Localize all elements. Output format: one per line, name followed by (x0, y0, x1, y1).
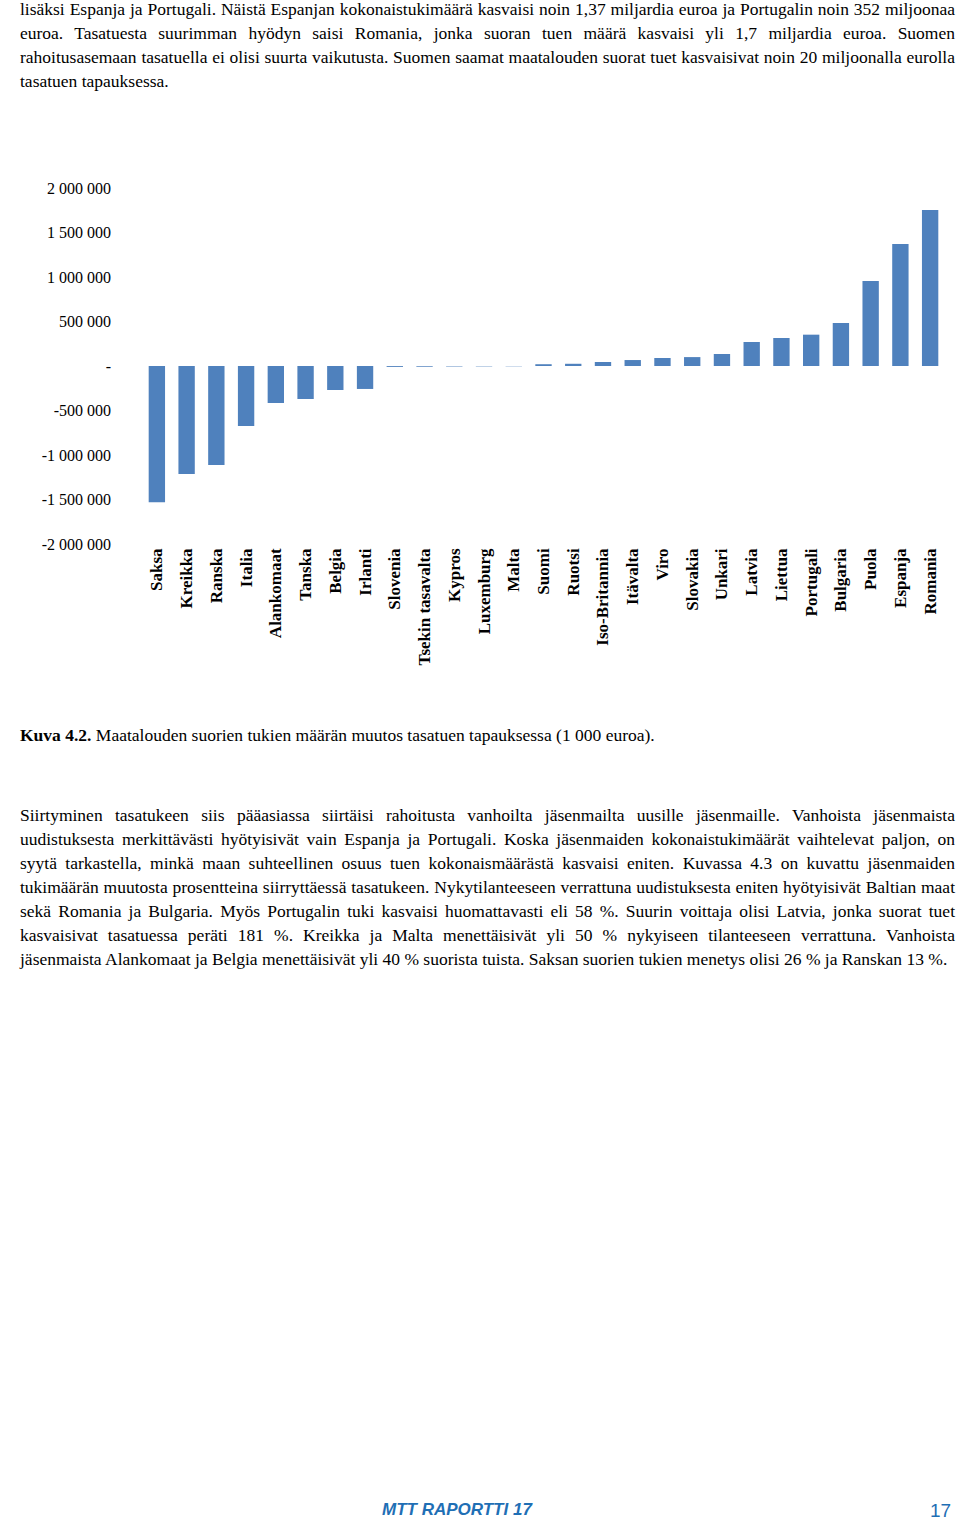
svg-text:Espanja: Espanja (891, 548, 910, 608)
html-text:Siirtyminen tasatukeen siis pä: Siirtyminen tasatukeen siis pääasiassa s… (20, 805, 955, 969)
svg-text:Ruotsi: Ruotsi (564, 548, 583, 596)
svg-text:Iso-Britannia: Iso-Britannia (594, 548, 613, 646)
svg-text:Viro: Viro (653, 548, 672, 580)
svg-text:1 000 000: 1 000 000 (47, 269, 111, 286)
svg-text:Portugali: Portugali (802, 548, 821, 616)
svg-text:Puola: Puola (861, 548, 880, 590)
svg-text:-500 000: -500 000 (54, 402, 111, 419)
html-text:MTT RAPORTTI 17: MTT RAPORTTI 17 (382, 1500, 532, 1519)
svg-text:Kypros: Kypros (445, 548, 464, 602)
svg-text:Italia: Italia (237, 548, 256, 587)
svg-text:-: - (106, 358, 111, 375)
svg-text:-1 500 000: -1 500 000 (42, 491, 111, 508)
svg-text:Alankomaat: Alankomaat (266, 548, 285, 638)
svg-text:Liettua: Liettua (772, 548, 791, 601)
svg-text:Suomi: Suomi (534, 548, 553, 595)
svg-text:-2 000 000: -2 000 000 (42, 536, 111, 553)
svg-text:Luxemburg: Luxemburg (475, 548, 494, 634)
svg-text:Bulgaria: Bulgaria (831, 548, 850, 612)
svg-text:Unkari: Unkari (712, 548, 731, 600)
svg-text:2 000 000: 2 000 000 (47, 180, 111, 197)
html-text:Kuva 4.2. Maatalouden suorien: Kuva 4.2. Maatalouden suorien tukien mää… (20, 725, 655, 745)
svg-text:Tanska: Tanska (296, 548, 315, 601)
svg-text:Ranska: Ranska (207, 548, 226, 603)
svg-text:Itävalta: Itävalta (623, 548, 642, 605)
svg-text:Slovenia: Slovenia (385, 548, 404, 610)
svg-text:Romania: Romania (921, 548, 940, 615)
svg-text:1 500 000: 1 500 000 (47, 224, 111, 241)
svg-text:Malta: Malta (504, 548, 523, 592)
html-text:17: 17 (930, 1500, 952, 1521)
svg-text:-1 000 000: -1 000 000 (42, 447, 111, 464)
svg-text:Belgia: Belgia (326, 548, 345, 594)
svg-text:Slovakia: Slovakia (683, 548, 702, 611)
html-text:lisäksi Espanja ja Portugali.: lisäksi Espanja ja Portugali. Näistä Esp… (20, 0, 955, 91)
svg-text:Tsekin tasavalta: Tsekin tasavalta (415, 548, 434, 665)
svg-text:Kreikka: Kreikka (177, 548, 196, 609)
svg-text:500 000: 500 000 (59, 313, 111, 330)
svg-text:Saksa: Saksa (147, 548, 166, 591)
svg-text:Latvia: Latvia (742, 548, 761, 596)
svg-text:Irlanti: Irlanti (356, 548, 375, 596)
